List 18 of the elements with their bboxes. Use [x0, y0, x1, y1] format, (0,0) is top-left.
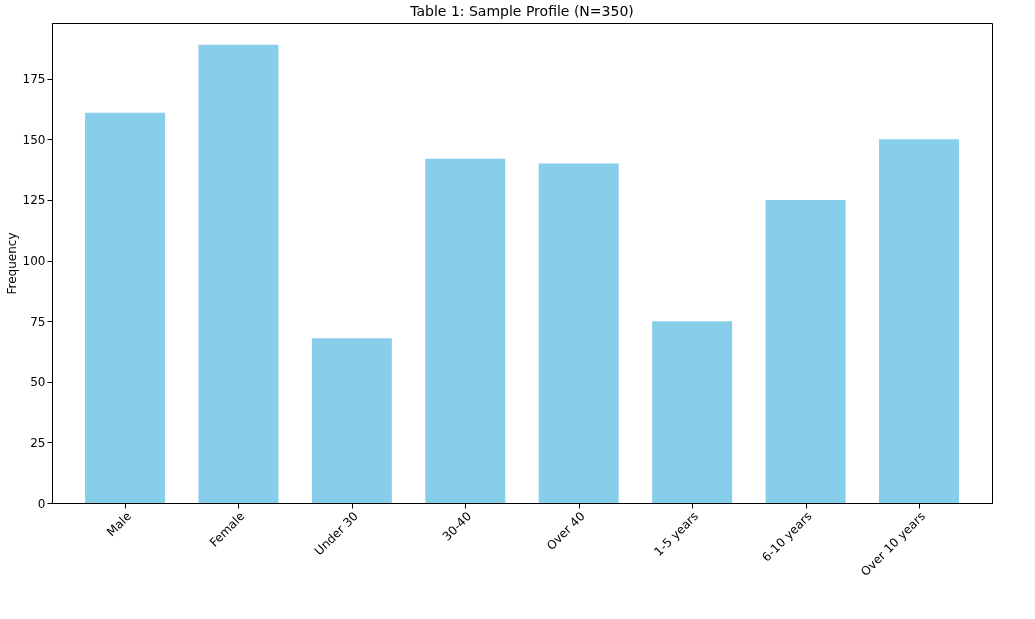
y-tick-label: 25 [30, 435, 46, 450]
y-tick-label: 150 [22, 132, 46, 147]
bar [425, 158, 506, 503]
bar [85, 112, 166, 503]
y-tick-label: 0 [37, 496, 46, 511]
bar [878, 139, 959, 503]
bar [765, 199, 846, 503]
bar [198, 44, 279, 503]
bar [538, 163, 619, 503]
y-tick-label: 100 [22, 254, 46, 269]
y-tick-label: 125 [22, 193, 46, 208]
y-tick-label: 50 [30, 375, 46, 390]
y-axis-title: Frequency [4, 232, 19, 295]
y-tick-label: 75 [30, 314, 46, 329]
bar [652, 321, 733, 503]
bar [311, 338, 392, 503]
chart-title: Table 1: Sample Profile (N=350) [409, 3, 634, 19]
y-tick-label: 175 [22, 72, 46, 87]
